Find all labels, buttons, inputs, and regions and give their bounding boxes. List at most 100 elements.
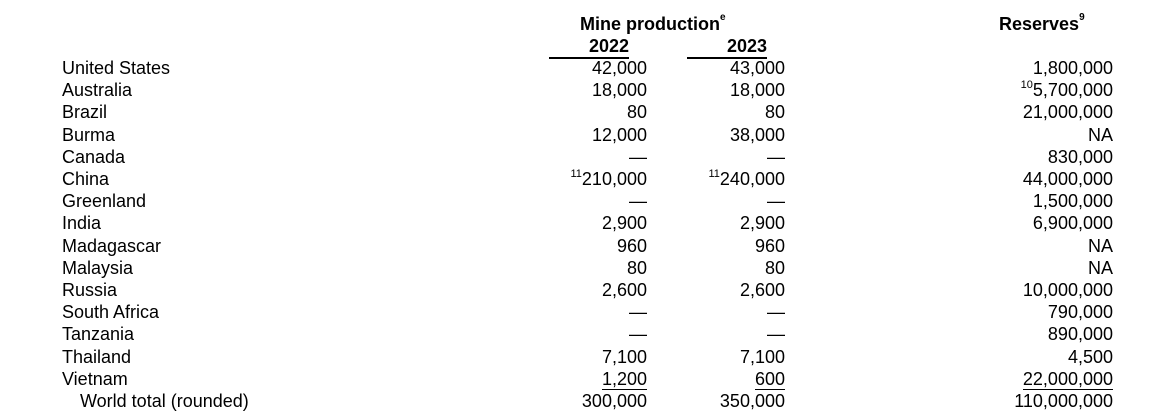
res-cell: 890,000 (785, 323, 1113, 345)
table-row: South Africa — — 790,000 (62, 301, 1113, 323)
res-cell: NA (785, 257, 1113, 279)
cell-value: 1,800,000 (1032, 58, 1113, 79)
country-name: Malaysia (62, 257, 134, 278)
c2023-cell: 80 (647, 101, 785, 123)
res-cell: 110,000,000 (785, 390, 1113, 412)
cell-value: 22,000,000 (1022, 368, 1113, 389)
cell-value: NA (1087, 124, 1113, 145)
cell-value: 10,000,000 (1022, 279, 1113, 300)
table-row: Australia 18,000 18,000 105,700,000 (62, 79, 1113, 101)
res-cell: 830,000 (785, 146, 1113, 168)
table-row: China 11210,000 11240,000 44,000,000 (62, 168, 1113, 190)
c2022-cell: 18,000 (500, 79, 647, 101)
c2022-cell: — (500, 301, 647, 323)
cell-value: 960 (616, 235, 647, 256)
c2023-cell: 350,000 (647, 390, 785, 412)
cell-value: 2,900 (739, 213, 785, 234)
cell-value: 80 (764, 102, 785, 123)
cell-value: 240,000 (719, 169, 785, 190)
cell-value: 1,500,000 (1032, 191, 1113, 212)
cell-value: 12,000 (591, 124, 647, 145)
table-row: Burma 12,000 38,000 NA (62, 124, 1113, 146)
cell-value: — (767, 302, 785, 323)
c2023-cell: 11240,000 (647, 168, 786, 190)
world-total-label: World total (rounded) (80, 390, 249, 411)
cell-value: 1,200 (601, 368, 647, 389)
res-cell: 22,000,000 (785, 368, 1113, 390)
c2023-cell: — (647, 146, 785, 168)
country-name: Russia (62, 279, 118, 300)
mine-production-header: Mine productione (580, 13, 726, 35)
c2022-cell: — (500, 323, 647, 345)
cell-value: — (767, 191, 785, 212)
c2023-cell: — (647, 190, 785, 212)
country-name: Thailand (62, 346, 132, 367)
table-row: Greenland — — 1,500,000 (62, 190, 1113, 212)
c2022-cell: 11210,000 (500, 168, 648, 190)
cell-value: 7,100 (739, 346, 785, 367)
cell-value: 300,000 (581, 390, 647, 411)
c2022-cell: 42,000 (500, 57, 647, 79)
cell-value: 42,000 (591, 58, 647, 79)
res-cell: 21,000,000 (785, 101, 1113, 123)
c2022-cell: 1,200 (500, 368, 647, 390)
cell-value: 2,900 (601, 213, 647, 234)
cell-value: 5,700,000 (1032, 80, 1113, 101)
mine-production-label: Mine production (580, 14, 720, 34)
cell-value: 600 (754, 368, 785, 389)
c2023-cell: 7,100 (647, 345, 785, 367)
table-row: Vietnam 1,200 600 22,000,000 (62, 368, 1113, 390)
cell-value: NA (1087, 257, 1113, 278)
cell-value: 4,500 (1067, 346, 1113, 367)
country-name: Brazil (62, 102, 108, 123)
c2022-cell: 80 (500, 257, 647, 279)
res-cell: 10,000,000 (785, 279, 1113, 301)
c2023-cell: 43,000 (647, 57, 785, 79)
cell-value: 2,600 (601, 279, 647, 300)
cell-value: 830,000 (1047, 146, 1113, 167)
res-cell: 44,000,000 (785, 168, 1113, 190)
cell-value: 80 (626, 257, 647, 278)
cell-value: 790,000 (1047, 302, 1113, 323)
c2023-cell: 80 (647, 257, 785, 279)
cell-value: 43,000 (729, 58, 785, 79)
cell-value: NA (1087, 235, 1113, 256)
cell-value: 6,900,000 (1032, 213, 1113, 234)
c2022-cell: 2,600 (500, 279, 647, 301)
country-name: United States (62, 58, 171, 79)
table-row: Brazil 80 80 21,000,000 (62, 101, 1113, 123)
cell-value: 18,000 (729, 80, 785, 101)
c2022-cell: — (500, 190, 647, 212)
production-table: United States 42,000 43,000 1,800,000 Austra… (62, 57, 1113, 412)
c2023-cell: 18,000 (647, 79, 785, 101)
table-row: Madagascar 960 960 NA (62, 235, 1113, 257)
footnote-ref: 10 (1020, 79, 1033, 92)
c2023-cell: — (647, 323, 785, 345)
cell-value: 210,000 (581, 169, 647, 190)
c2023-cell: 2,900 (647, 212, 785, 234)
res-cell: 790,000 (785, 301, 1113, 323)
country-name: Burma (62, 124, 116, 145)
year-2022-header: 2022 (549, 35, 629, 59)
cell-value: 110,000,000 (1014, 390, 1113, 411)
res-cell: NA (785, 235, 1113, 257)
c2023-cell: 600 (647, 368, 785, 390)
c2022-cell: 300,000 (500, 390, 647, 412)
table-row: United States 42,000 43,000 1,800,000 (62, 57, 1113, 79)
footnote-ref: 11 (570, 168, 582, 181)
table-row: India 2,900 2,900 6,900,000 (62, 212, 1113, 234)
reserves-header: Reserves9 (999, 13, 1085, 35)
res-cell: 1,800,000 (785, 57, 1113, 79)
c2023-cell: 38,000 (647, 124, 785, 146)
country-name: Vietnam (62, 368, 128, 389)
c2022-cell: — (500, 146, 647, 168)
cell-value: 960 (754, 235, 785, 256)
c2022-cell: 960 (500, 235, 647, 257)
c2023-cell: 2,600 (647, 279, 785, 301)
c2022-cell: 2,900 (500, 212, 647, 234)
country-name: India (62, 213, 102, 234)
table-row: Canada — — 830,000 (62, 146, 1113, 168)
cell-value: 350,000 (719, 390, 785, 411)
c2022-cell: 12,000 (500, 124, 647, 146)
